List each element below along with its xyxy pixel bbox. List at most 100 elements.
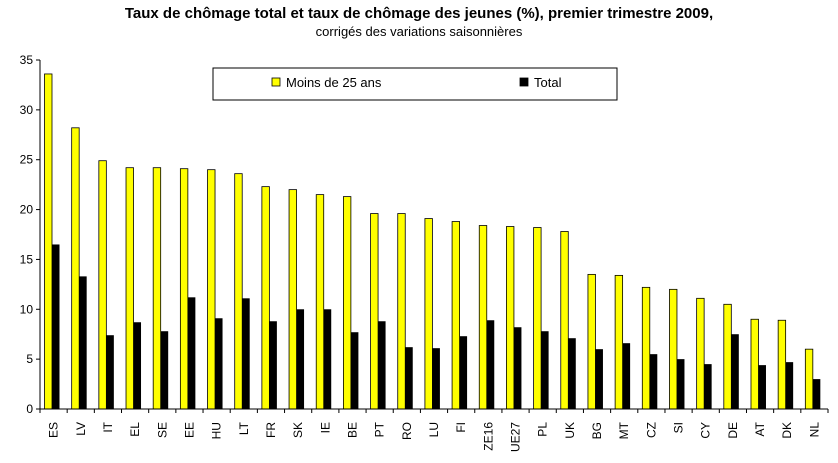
bar-total	[568, 338, 576, 409]
bar-total	[378, 321, 386, 409]
bar-total	[513, 327, 522, 409]
bar-total	[187, 297, 196, 409]
y-tick-label: 0	[26, 402, 33, 416]
bar-youth	[370, 213, 379, 410]
bar-youth	[641, 286, 651, 410]
bar-total	[323, 309, 332, 409]
chart-title: Taux de chômage total et taux de chômage…	[124, 5, 714, 22]
x-tick-label: FI	[454, 422, 468, 433]
bar-youth	[207, 169, 216, 410]
bar-youth	[424, 218, 433, 410]
bar-total	[405, 347, 413, 409]
bar-youth	[587, 273, 596, 410]
y-axis: 0 5 10 15 20 25 30 35	[20, 53, 41, 416]
x-tick-label: LT	[237, 421, 251, 435]
bar-total	[486, 320, 495, 409]
x-tick-label: EL	[128, 422, 142, 437]
bars	[44, 73, 821, 410]
x-tick-label: BG	[590, 422, 604, 439]
bar-total	[432, 348, 440, 409]
bar-total	[215, 318, 223, 409]
x-tick-label: PT	[373, 421, 387, 437]
bar-youth	[669, 288, 678, 410]
legend-swatch-total	[519, 77, 529, 87]
x-tick-label: PL	[536, 422, 550, 437]
bar-youth	[614, 274, 624, 410]
bar-youth	[750, 318, 759, 410]
y-tick-label: 5	[26, 352, 33, 366]
bar-total	[459, 336, 468, 409]
legend-label-total: Total	[534, 75, 562, 90]
bar-total	[350, 332, 359, 409]
bar-youth	[179, 168, 189, 410]
x-tick-label: IE	[318, 422, 332, 433]
bar-youth	[533, 227, 542, 410]
x-tick-label: SI	[672, 422, 686, 433]
x-tick-label: ES	[47, 422, 61, 438]
x-tick-label: UE27	[509, 422, 523, 452]
x-tick-label: UK	[563, 422, 577, 439]
x-tick-label: SE	[155, 422, 169, 438]
bar-total	[541, 331, 549, 409]
bar-total	[704, 364, 712, 409]
bar-total	[106, 335, 114, 409]
x-tick-label: NL	[807, 422, 821, 438]
bar-youth	[234, 173, 243, 410]
y-tick-label: 35	[20, 53, 34, 67]
y-tick-label: 25	[20, 153, 34, 167]
bar-total	[79, 276, 87, 409]
bar-total	[52, 244, 60, 409]
bar-total	[242, 298, 250, 409]
bar-youth	[560, 231, 569, 410]
x-tick-label: ZE16	[481, 422, 495, 451]
bar-youth	[71, 127, 80, 410]
y-tick-label: 30	[20, 103, 34, 117]
bar-youth	[315, 194, 325, 410]
bar-youth	[125, 167, 134, 410]
x-tick-label: FR	[264, 422, 278, 438]
bar-youth	[397, 213, 406, 410]
bar-youth	[44, 73, 53, 410]
bar-total	[133, 322, 142, 409]
bar-youth	[288, 189, 297, 410]
bar-total	[785, 362, 794, 409]
y-tick-label: 20	[20, 203, 34, 217]
bar-youth	[152, 167, 162, 410]
bar-youth	[804, 348, 814, 410]
x-tick-label: SK	[291, 422, 305, 438]
chart-subtitle: corrigés des variations saisonnières	[315, 24, 523, 39]
bar-total	[731, 334, 739, 409]
bar-youth	[98, 160, 107, 410]
legend: Moins de 25 ans Total	[212, 67, 618, 101]
bar-total	[269, 321, 277, 409]
x-tick-label: CY	[699, 422, 713, 439]
y-tick-label: 10	[20, 302, 34, 316]
bar-total	[622, 343, 631, 409]
y-tick-label: 15	[20, 252, 34, 266]
x-axis: ES LV IT EL SE EE HU LT FR SK IE BE PT RO LU FI ZE16 UE27…	[39, 408, 829, 452]
x-tick-label: RO	[400, 422, 414, 440]
bar-total	[812, 379, 821, 409]
bar-total	[758, 365, 766, 409]
bar-youth	[696, 297, 705, 410]
x-tick-label: BE	[345, 422, 359, 438]
bar-total	[296, 309, 305, 409]
x-tick-label: IT	[101, 421, 115, 432]
bar-youth	[723, 303, 732, 410]
bar-total	[595, 349, 603, 409]
bar-youth	[342, 196, 352, 410]
bar-youth	[478, 225, 488, 410]
bar-total	[160, 331, 169, 409]
bar-youth	[451, 221, 460, 410]
bar-youth	[506, 226, 515, 410]
x-tick-label: LV	[74, 422, 88, 436]
x-tick-label: AT	[753, 421, 767, 436]
bar-youth	[777, 319, 787, 410]
x-tick-label: DE	[726, 422, 740, 439]
x-tick-label: HU	[210, 422, 224, 439]
x-tick-label: DK	[780, 422, 794, 439]
x-tick-label: EE	[182, 422, 196, 438]
bar-youth	[261, 186, 270, 410]
x-tick-label: MT	[617, 421, 631, 439]
